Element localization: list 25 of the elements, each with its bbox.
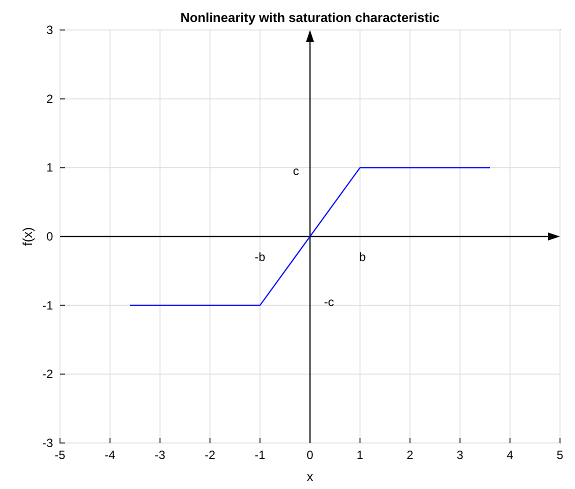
x-tick-label: 3 xyxy=(456,448,464,462)
x-axis-title: x xyxy=(306,469,314,484)
x-tick-label: 5 xyxy=(556,448,564,462)
y-tick-label: -2 xyxy=(42,367,54,382)
x-tick-label: -2 xyxy=(204,448,216,462)
x-tick-label: 1 xyxy=(356,448,364,462)
x-tick-label: -5 xyxy=(54,448,66,462)
y-axis-title: f(x) xyxy=(20,227,35,246)
y-tick-label: -1 xyxy=(42,298,54,312)
y-tick-label: 1 xyxy=(46,160,54,175)
y-tick-label: 3 xyxy=(46,23,54,37)
y-tick-label: -3 xyxy=(42,436,54,450)
x-tick-label: -4 xyxy=(104,448,116,462)
x-tick-label: 2 xyxy=(406,448,414,462)
x-tick-label: -3 xyxy=(154,448,166,462)
chart-title: Nonlinearity with saturation characteristic xyxy=(180,10,440,25)
y-tick-label: 2 xyxy=(46,92,54,106)
x-tick-label: 4 xyxy=(506,448,514,462)
annotation: -b xyxy=(254,250,266,264)
y-tick-label: 0 xyxy=(46,230,54,244)
annotation: c xyxy=(293,164,299,178)
x-tick-label: 0 xyxy=(306,448,314,462)
annotation: b xyxy=(359,250,366,264)
annotation: -c xyxy=(324,294,334,309)
x-tick-label: -1 xyxy=(254,448,266,462)
